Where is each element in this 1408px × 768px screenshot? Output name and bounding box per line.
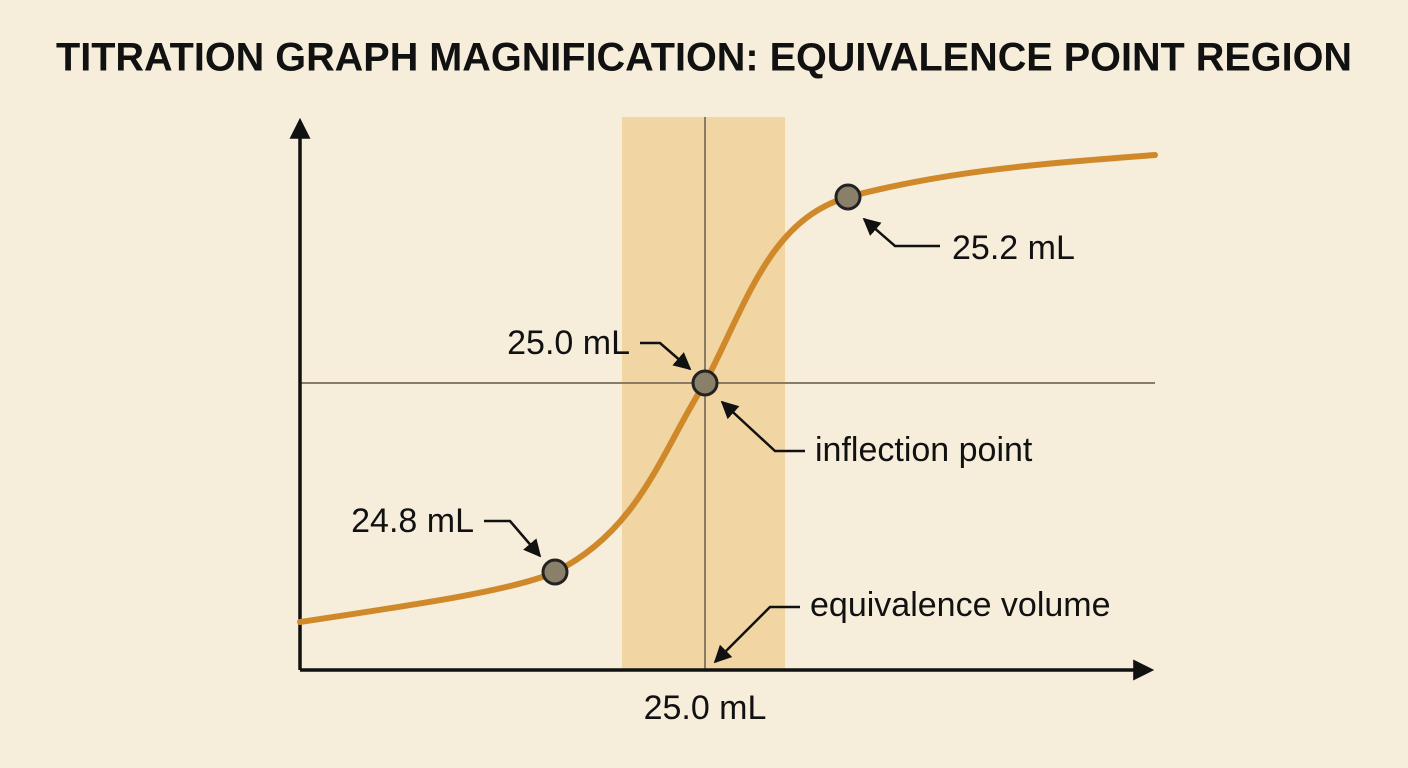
pointer xyxy=(484,519,542,558)
label: equivalence volume xyxy=(810,586,1111,624)
pointer xyxy=(862,217,940,248)
pointer xyxy=(720,400,805,453)
point-marker xyxy=(834,183,862,211)
title: TITRATION GRAPH MAGNIFICATION: EQUIVALEN… xyxy=(56,36,1352,80)
label: 25.0 mL xyxy=(507,324,630,362)
pointer xyxy=(713,605,800,664)
x-axis-label: 25.0 mL xyxy=(644,689,767,727)
pointer xyxy=(640,341,692,371)
point-marker xyxy=(541,558,569,586)
point-marker xyxy=(691,369,719,397)
label: 24.8 mL xyxy=(351,502,474,540)
label: inflection point xyxy=(815,431,1033,469)
label: 25.2 mL xyxy=(952,229,1075,267)
